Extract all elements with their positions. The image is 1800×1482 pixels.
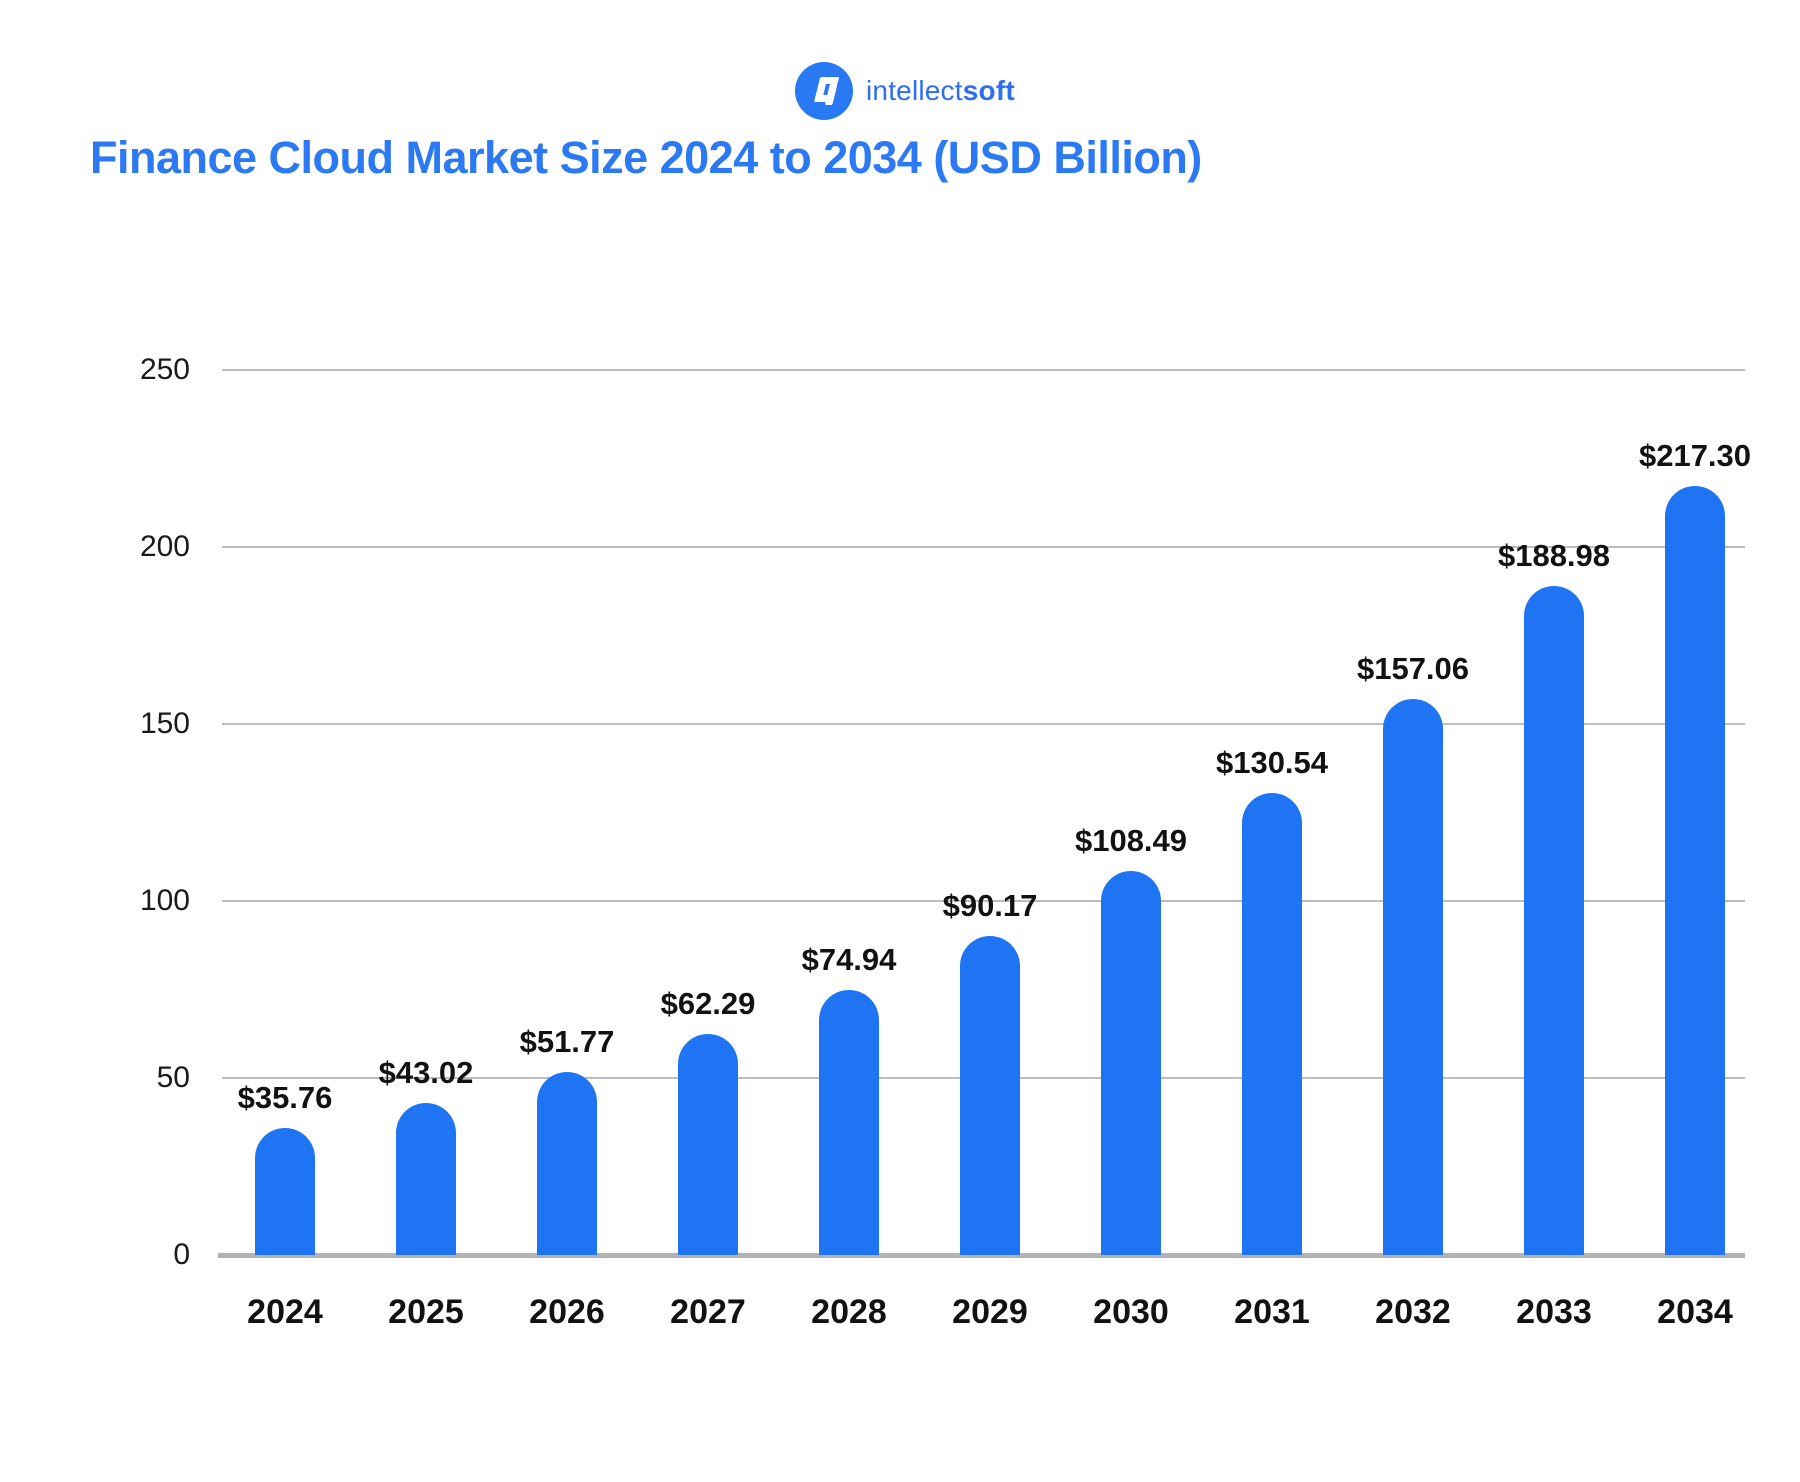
- y-tick-label-0: 0: [173, 1238, 190, 1271]
- bar-value-label-2029: $90.17: [942, 887, 1038, 923]
- x-tick-label-2032: 2032: [1375, 1293, 1451, 1331]
- bar-value-label-2034: $217.30: [1638, 437, 1752, 473]
- gridline-250: [222, 369, 1745, 371]
- gridline-100: [222, 900, 1745, 902]
- bar-2034: [1665, 485, 1725, 1255]
- logo: intellectsoft: [795, 62, 1015, 120]
- bar-2028: [819, 989, 879, 1255]
- x-tick-label-2025: 2025: [388, 1293, 464, 1331]
- gridline-150: [222, 723, 1745, 725]
- bar-2031: [1242, 792, 1302, 1255]
- y-tick-label-100: 100: [139, 884, 190, 917]
- bar-value-label-2025: $43.02: [378, 1054, 474, 1090]
- y-tick-label-150: 150: [139, 707, 190, 740]
- logo-text-regular: intellect: [866, 75, 963, 106]
- bar-value-label-2028: $74.94: [801, 941, 897, 977]
- y-tick-label-50: 50: [156, 1061, 190, 1094]
- logo-text-bold: soft: [962, 75, 1015, 106]
- logo-text: intellectsoft: [866, 75, 1015, 107]
- x-tick-label-2034: 2034: [1657, 1293, 1733, 1331]
- bar-value-label-2026: $51.77: [519, 1023, 615, 1059]
- x-tick-label-2030: 2030: [1093, 1293, 1169, 1331]
- x-tick-label-2027: 2027: [670, 1293, 746, 1331]
- gridline-200: [222, 546, 1745, 548]
- x-tick-label-2028: 2028: [811, 1293, 887, 1331]
- intellectsoft-mark-icon: [795, 62, 853, 120]
- bar-value-label-2031: $130.54: [1215, 744, 1329, 780]
- bar-value-label-2032: $157.06: [1356, 651, 1470, 686]
- page-title: Finance Cloud Market Size 2024 to 2034 (…: [90, 132, 1202, 183]
- bar-2027: [678, 1034, 738, 1255]
- x-tick-label-2024: 2024: [247, 1293, 323, 1331]
- y-tick-label-200: 200: [139, 530, 190, 563]
- bar-value-label-2027: $62.29: [660, 986, 756, 1022]
- bar-2025: [396, 1102, 456, 1255]
- bar-2030: [1101, 870, 1161, 1255]
- bar-value-label-2030: $108.49: [1074, 822, 1188, 858]
- y-tick-label-250: 250: [139, 353, 190, 386]
- x-axis-line: [218, 1253, 1745, 1258]
- bar-2033: [1524, 586, 1584, 1255]
- bar-2026: [537, 1071, 597, 1255]
- x-tick-label-2026: 2026: [529, 1293, 605, 1331]
- bar-value-label-2033: $188.98: [1497, 538, 1611, 573]
- x-tick-label-2031: 2031: [1234, 1293, 1310, 1331]
- bar-2029: [960, 935, 1020, 1255]
- bar-2024: [255, 1128, 315, 1255]
- x-tick-label-2029: 2029: [952, 1293, 1028, 1331]
- bar-value-label-2024: $35.76: [237, 1080, 333, 1116]
- bar-2032: [1383, 699, 1443, 1255]
- x-tick-label-2033: 2033: [1516, 1293, 1592, 1331]
